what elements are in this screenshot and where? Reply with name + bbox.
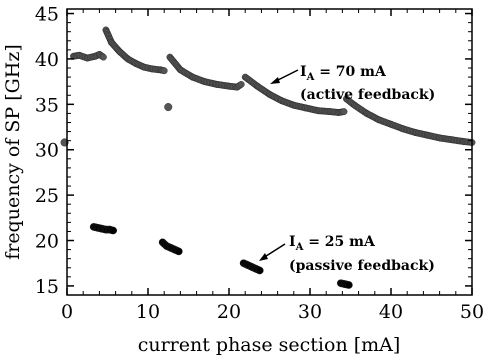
annotation-passive-arrow (262, 243, 286, 259)
data-point (345, 281, 353, 289)
plot-frame (66, 8, 473, 296)
annotation-passive-arrowhead (259, 253, 268, 261)
x-tick-label: 30 (298, 301, 322, 323)
annotation-active-line2: (active feedback) (300, 87, 435, 103)
annotation-active-arrowhead (270, 77, 280, 84)
x-tick-label: 0 (61, 301, 73, 323)
x-tick-label: 40 (379, 301, 403, 323)
data-point (237, 81, 245, 88)
y-tick-label: 45 (35, 4, 59, 26)
annotation-active-symbol: I (300, 64, 307, 80)
data-point (174, 247, 183, 256)
data-points (60, 26, 476, 289)
axis-ticks: 0 10 20 30 40 50 15 20 25 30 35 40 45 (35, 4, 484, 323)
data-point (255, 266, 264, 275)
annotation-passive-line2: (passive feedback) (289, 258, 435, 274)
data-point (164, 103, 173, 112)
annotation-passive-subscript: A (295, 242, 304, 253)
y-tick-label: 35 (35, 94, 59, 116)
x-tick-label: 50 (460, 301, 484, 323)
y-axis-label: frequency of SP [GHz] (2, 44, 24, 260)
series-passive-feedback (89, 223, 353, 289)
annotation-passive-line1: IA = 25 mA (289, 234, 376, 253)
annotation-active-subscript: A (306, 72, 315, 83)
data-point (340, 108, 348, 116)
annotation-passive-feedback: IA = 25 mA (passive feedback) (259, 234, 435, 274)
annotation-active-line1: IA = 70 mA (300, 64, 387, 83)
y-tick-label: 15 (35, 276, 59, 298)
annotation-active-value: = 70 mA (314, 64, 387, 80)
series-active-feedback (60, 26, 476, 147)
data-point (160, 67, 168, 75)
data-point (109, 226, 117, 235)
y-tick-label: 30 (35, 140, 59, 162)
x-axis-label: current phase section [mA] (138, 334, 401, 356)
x-tick-label: 10 (136, 301, 160, 323)
x-tick-label: 20 (217, 301, 241, 323)
annotation-active-feedback: IA = 70 mA (active feedback) (270, 64, 435, 103)
annotation-passive-symbol: I (289, 234, 296, 250)
y-tick-label: 25 (35, 185, 59, 207)
y-tick-label: 40 (35, 49, 59, 71)
annotation-passive-value: = 25 mA (303, 234, 376, 250)
data-point (100, 53, 107, 61)
y-tick-label: 20 (35, 231, 59, 253)
